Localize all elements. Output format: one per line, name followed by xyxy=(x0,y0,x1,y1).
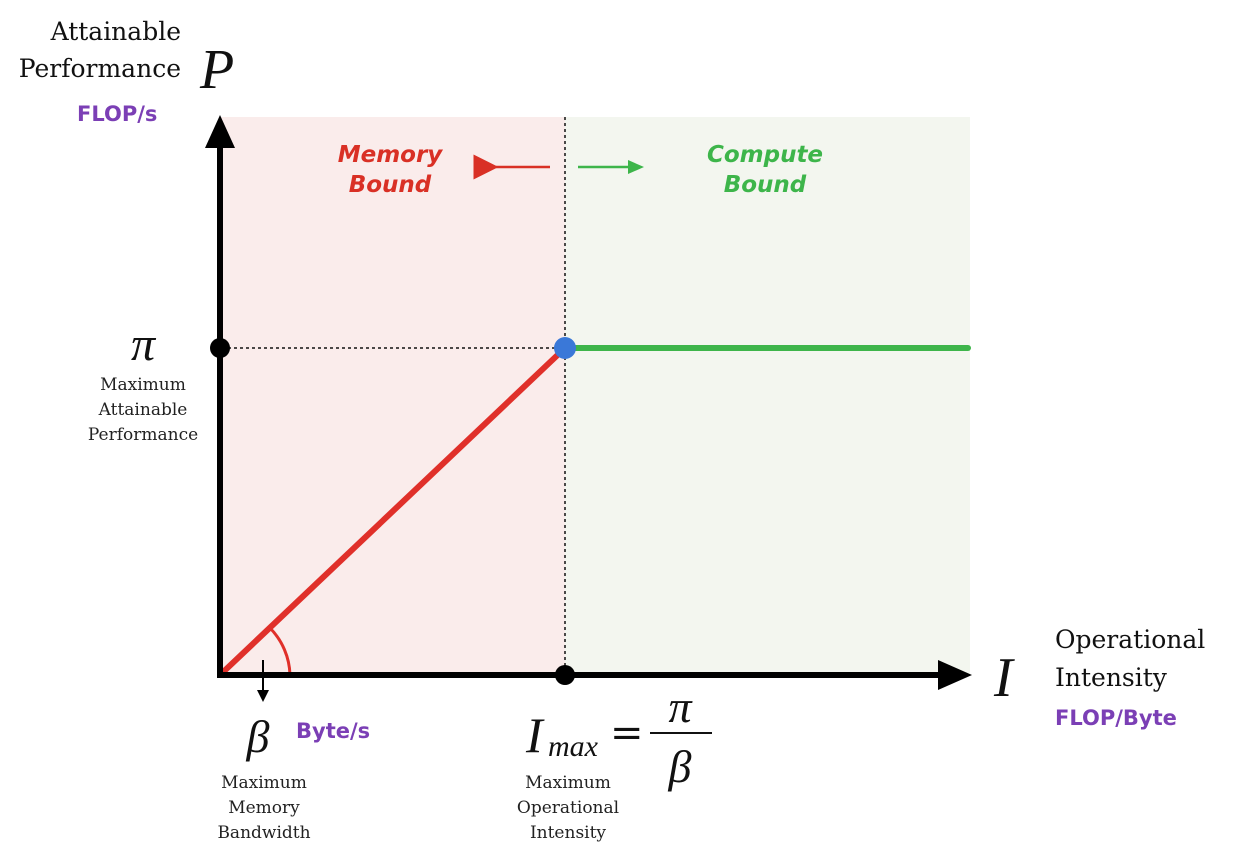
memory-bound-label-line1: Memory xyxy=(338,142,444,168)
imax-desc-line1: Maximum xyxy=(525,773,611,793)
beta-symbol: β xyxy=(246,711,270,762)
compute-bound-label-line1: Compute xyxy=(707,142,823,168)
compute-bound-label-line2: Bound xyxy=(724,172,807,198)
beta-angle-arc xyxy=(268,626,292,676)
imax-denominator: β xyxy=(668,741,692,792)
pi-axis-point xyxy=(210,338,230,358)
pi-symbol: π xyxy=(131,318,157,371)
x-axis-arrowhead xyxy=(938,660,972,690)
y-axis-unit: FLOP/s xyxy=(77,102,157,126)
pi-desc-line2: Attainable xyxy=(98,400,188,420)
beta-unit: Byte/s xyxy=(296,719,370,743)
imax-desc-line3: Intensity xyxy=(530,823,606,843)
imax-desc-line2: Operational xyxy=(517,798,619,818)
compute-direction-arrowhead xyxy=(628,160,644,174)
y-axis-symbol: P xyxy=(199,39,234,101)
x-axis-unit: FLOP/Byte xyxy=(1055,706,1177,730)
compute-bound-region xyxy=(565,117,970,675)
imax-numerator: π xyxy=(668,681,693,732)
memory-bound-label-line2: Bound xyxy=(349,172,432,198)
beta-desc-line3: Bandwidth xyxy=(217,823,310,843)
y-axis-label-line2: Performance xyxy=(19,54,181,83)
x-axis-label-line1: Operational xyxy=(1055,625,1205,654)
beta-desc-line2: Memory xyxy=(228,798,300,818)
memory-bound-region xyxy=(220,117,565,675)
beta-pointer-arrowhead xyxy=(257,690,269,702)
y-axis-arrowhead xyxy=(205,115,235,148)
beta-desc-line1: Maximum xyxy=(221,773,307,793)
imax-axis-point xyxy=(555,665,575,685)
imax-symbol: I xyxy=(525,707,545,763)
x-axis-symbol: I xyxy=(993,647,1015,709)
x-axis-label-line2: Intensity xyxy=(1055,663,1168,692)
imax-equals: = xyxy=(610,710,644,756)
memory-bound-line xyxy=(217,345,568,678)
knee-point xyxy=(554,337,576,359)
y-axis-label-line1: Attainable xyxy=(50,17,181,46)
imax-subscript: max xyxy=(548,730,599,763)
pi-desc-line3: Performance xyxy=(88,425,198,445)
pi-desc-line1: Maximum xyxy=(100,375,186,395)
